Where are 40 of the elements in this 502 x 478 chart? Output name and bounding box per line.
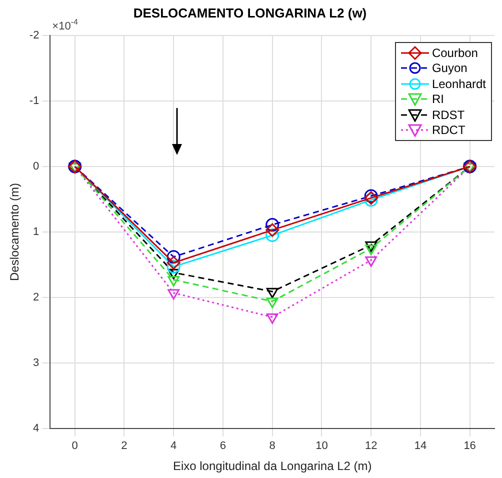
y-tick-label: -1 — [29, 95, 40, 108]
point — [266, 218, 280, 232]
legend-label: RDCT — [432, 123, 466, 138]
point — [365, 244, 378, 256]
legend-label: Leonhardt — [432, 76, 486, 91]
y-axis-title: Deslocamento (m) — [8, 182, 22, 282]
point — [266, 223, 280, 237]
legend-label: Guyon — [432, 61, 468, 76]
y-tick-label: -2 — [29, 30, 40, 42]
legend-label: RDST — [432, 108, 465, 122]
y-tick-label: 1 — [33, 226, 40, 238]
legend-label: RI — [432, 92, 444, 106]
x-tick-label: 6 — [220, 440, 226, 452]
point — [365, 256, 378, 267]
point — [166, 260, 180, 274]
y-tick-label: 4 — [33, 422, 40, 434]
point — [365, 241, 378, 252]
point — [166, 250, 180, 264]
x-tick-label: 16 — [464, 440, 476, 452]
point — [168, 276, 180, 287]
chart-title: DESLOCAMENTO LONGARINA L2 (w) — [133, 5, 367, 20]
y-tick-label: 2 — [33, 292, 40, 304]
point — [166, 256, 180, 270]
y-tick-label: 0 — [33, 160, 40, 173]
legend-label: Courbon — [432, 46, 478, 60]
point — [266, 313, 278, 324]
y-tick-label: 3 — [33, 356, 40, 369]
x-axis-title: Eixo longitudinal da Longarina L2 (m) — [172, 459, 372, 474]
x-tick-label: 2 — [121, 440, 128, 452]
point — [168, 268, 180, 280]
point — [168, 289, 180, 300]
point — [266, 228, 280, 242]
x-tick-label: 14 — [414, 440, 427, 452]
x-tick-label: 0 — [72, 440, 78, 452]
x-tick-label: 4 — [170, 440, 177, 452]
point — [266, 288, 278, 298]
point — [266, 298, 278, 308]
x-tick-label: 10 — [316, 440, 328, 452]
x-tick-label: 8 — [269, 440, 276, 452]
x-tick-label: 12 — [364, 440, 378, 452]
